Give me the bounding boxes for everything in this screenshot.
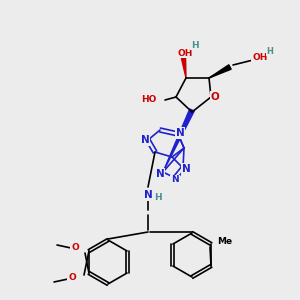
Text: N: N: [156, 169, 164, 179]
Text: O: O: [211, 92, 219, 102]
Text: N: N: [182, 164, 190, 174]
Text: O: O: [71, 244, 79, 253]
Text: H: H: [154, 194, 162, 202]
Text: H: H: [267, 46, 273, 56]
Text: N: N: [171, 176, 179, 184]
Text: N: N: [176, 128, 184, 138]
Text: Me: Me: [217, 238, 232, 247]
Text: O: O: [68, 274, 76, 283]
Text: N: N: [144, 190, 152, 200]
Text: OH: OH: [177, 49, 193, 58]
Polygon shape: [163, 109, 194, 172]
Text: HO: HO: [142, 95, 157, 104]
Text: OH: OH: [252, 53, 268, 62]
Polygon shape: [181, 54, 186, 78]
Text: N: N: [141, 135, 149, 145]
Text: H: H: [191, 40, 199, 50]
Polygon shape: [209, 65, 231, 78]
